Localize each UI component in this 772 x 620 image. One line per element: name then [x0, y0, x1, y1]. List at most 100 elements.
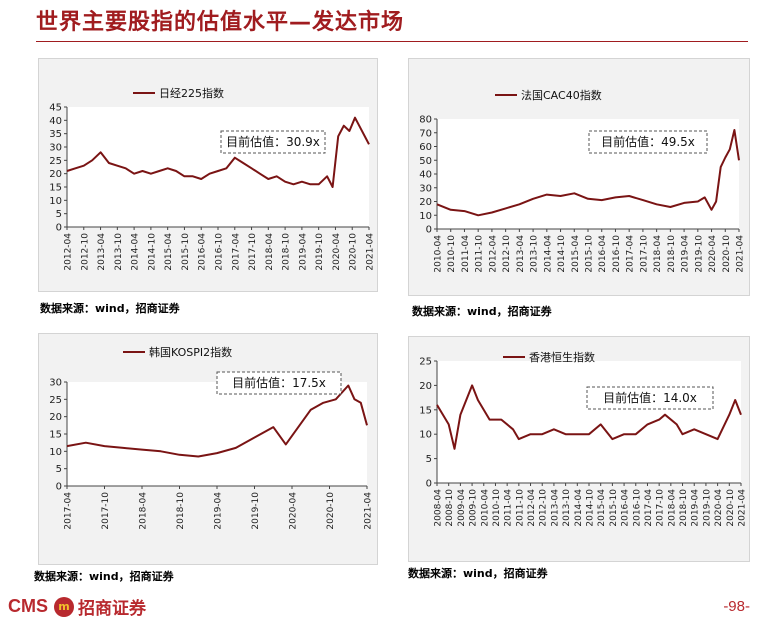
x-tick-label: 2019-10 — [702, 489, 712, 527]
x-tick-label: 2016-04 — [621, 489, 631, 527]
y-tick-label: 0 — [56, 482, 62, 493]
annotation-label: 目前估值：30.9x — [226, 134, 320, 149]
x-tick-label: 2014-04 — [131, 233, 141, 271]
x-tick-label: 2011-04 — [461, 235, 471, 273]
y-tick-label: 40 — [419, 170, 432, 181]
x-tick-label: 2010-04 — [434, 235, 444, 273]
x-tick-label: 2018-04 — [265, 233, 275, 271]
x-tick-label: 2021-04 — [364, 492, 374, 530]
x-tick-label: 2010-04 — [480, 489, 490, 527]
x-tick-label: 2017-04 — [626, 235, 636, 273]
plot-area — [67, 107, 369, 227]
y-tick-label: 15 — [419, 405, 432, 416]
brand-logo: CMS m 招商证券 — [8, 594, 146, 619]
annotation-label: 目前估值：17.5x — [232, 375, 326, 390]
x-tick-label: 2017-04 — [644, 489, 654, 527]
y-tick-label: 80 — [419, 115, 432, 126]
x-tick-label: 2009-04 — [457, 489, 467, 527]
chart-panel-hangseng: 0 5 10 15 20 25 2008-04 2008-10 2009-04 2009-10 20… — [408, 336, 750, 562]
y-tick-label: 5 — [56, 209, 62, 220]
logo-text: CMS — [8, 596, 48, 616]
y-tick-label: 35 — [49, 129, 62, 140]
x-tick-label: 2010-10 — [492, 489, 502, 527]
x-tick-label: 2019-10 — [694, 235, 704, 273]
x-tick-label: 2012-10 — [80, 233, 90, 271]
x-tick-label: 2015-04 — [597, 489, 607, 527]
x-tick-label: 2021-04 — [738, 489, 748, 527]
x-tick-label: 2018-10 — [679, 489, 689, 527]
x-tick-label: 2020-04 — [332, 233, 342, 271]
y-tick-label: 25 — [419, 357, 432, 368]
y-tick-label: 45 — [49, 103, 62, 114]
chart-nikkei: 0 5 10 15 20 25 30 35 40 45 2012-04 2012-10 2013-04 2… — [49, 86, 376, 271]
x-tick-label: 2012-04 — [64, 233, 74, 271]
page-title: 世界主要股指的估值水平—发达市场 — [36, 10, 405, 35]
logo-cn-text: 招商证券 — [78, 599, 146, 619]
x-tick-label: 2017-10 — [639, 235, 649, 273]
chart-panel-nikkei: 0 5 10 15 20 25 30 35 40 45 2012-04 2012-10 2013-04 2… — [38, 58, 378, 292]
series-line — [66, 116, 370, 188]
y-tick-label: 30 — [49, 143, 62, 154]
y-tick-label: 0 — [56, 223, 62, 234]
x-tick-label: 2018-04 — [653, 235, 663, 273]
source-note-cac40: 数据来源：wind，招商证券 — [412, 305, 552, 318]
x-tick-label: 2019-10 — [251, 492, 261, 530]
plot-area — [437, 361, 741, 483]
legend-label: 香港恒生指数 — [529, 350, 595, 364]
x-tick-label: 2019-10 — [315, 233, 325, 271]
annotation-label: 目前估值：49.5x — [601, 134, 695, 149]
x-tick-label: 2018-10 — [667, 235, 677, 273]
chart-panel-cac40: 0 10 20 30 40 50 60 70 80 2010-04 2010-10 2011-04 20… — [408, 58, 750, 296]
y-tick-label: 30 — [49, 378, 62, 389]
y-tick-label: 0 — [426, 225, 432, 236]
x-tick-label: 2021-04 — [736, 235, 746, 273]
x-tick-label: 2015-10 — [181, 233, 191, 271]
x-tick-label: 2017-10 — [248, 233, 258, 271]
x-tick-label: 2012-10 — [502, 235, 512, 273]
x-tick-label: 2020-10 — [726, 489, 736, 527]
x-tick-label: 2021-04 — [366, 233, 376, 271]
x-tick-label: 2010-10 — [447, 235, 457, 273]
x-tick-label: 2014-10 — [586, 489, 596, 527]
x-tick-label: 2020-04 — [289, 492, 299, 530]
x-tick-label: 2012-04 — [488, 235, 498, 273]
y-tick-label: 70 — [419, 128, 432, 139]
y-tick-label: 30 — [419, 183, 432, 194]
x-tick-label: 2017-04 — [231, 233, 241, 271]
x-tick-label: 2013-10 — [562, 489, 572, 527]
x-tick-label: 2020-04 — [708, 235, 718, 273]
x-tick-label: 2016-10 — [612, 235, 622, 273]
x-tick-label: 2014-04 — [543, 235, 553, 273]
x-tick-label: 2019-04 — [298, 233, 308, 271]
annotation-box — [216, 371, 342, 395]
y-tick-label: 10 — [419, 430, 432, 441]
x-tick-label: 2015-04 — [164, 233, 174, 271]
x-tick-label: 2008-04 — [434, 489, 444, 527]
plot-area — [67, 382, 367, 486]
legend-label: 日经225指数 — [159, 86, 224, 100]
x-tick-label: 2017-04 — [64, 492, 74, 530]
x-tick-label: 2013-10 — [114, 233, 124, 271]
y-tick-label: 15 — [49, 183, 62, 194]
x-tick-label: 2020-04 — [714, 489, 724, 527]
x-tick-label: 2016-04 — [598, 235, 608, 273]
y-tick-label: 20 — [49, 412, 62, 423]
y-tick-label: 60 — [419, 142, 432, 153]
x-tick-label: 2008-10 — [445, 489, 455, 527]
chart-cac40: 0 10 20 30 40 50 60 70 80 2010-04 2010-10 2011-04 20… — [419, 88, 746, 273]
x-tick-label: 2018-04 — [667, 489, 677, 527]
page-number: -98- — [723, 598, 750, 615]
x-tick-label: 2019-04 — [691, 489, 701, 527]
x-tick-label: 2014-10 — [557, 235, 567, 273]
y-tick-label: 10 — [419, 211, 432, 222]
y-tick-label: 25 — [49, 395, 62, 406]
y-tick-label: 50 — [419, 156, 432, 167]
y-tick-label: 0 — [426, 479, 432, 490]
x-tick-label: 2013-04 — [550, 489, 560, 527]
x-tick-label: 2012-10 — [539, 489, 549, 527]
x-tick-label: 2018-10 — [282, 233, 292, 271]
x-tick-label: 2020-10 — [326, 492, 336, 530]
series-line — [66, 384, 368, 458]
x-tick-label: 2013-10 — [530, 235, 540, 273]
